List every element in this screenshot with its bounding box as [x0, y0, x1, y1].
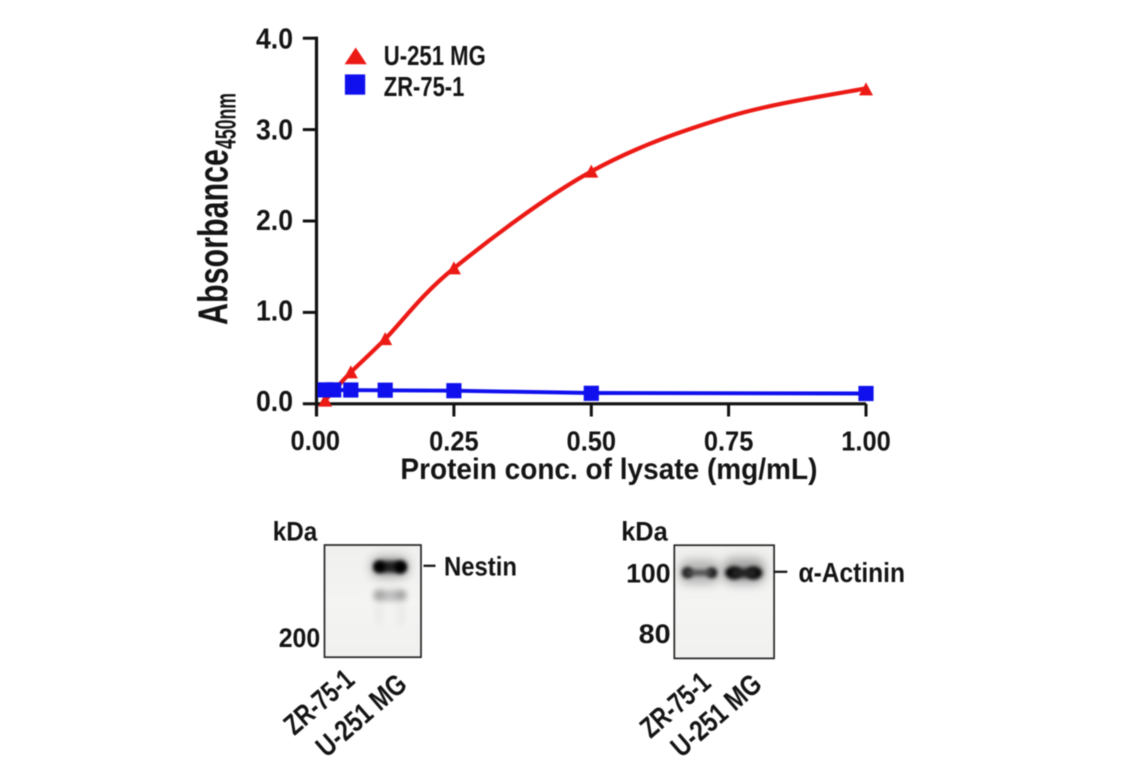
svg-text:100: 100 [626, 559, 671, 589]
svg-text:U-251 MG: U-251 MG [384, 40, 486, 71]
svg-text:80: 80 [639, 619, 671, 649]
svg-text:kDa: kDa [621, 516, 668, 546]
svg-text:kDa: kDa [273, 516, 318, 546]
svg-text:4.0: 4.0 [256, 24, 293, 56]
svg-text:Protein conc. of lysate (mg/mL: Protein conc. of lysate (mg/mL) [400, 453, 817, 486]
svg-text:0.25: 0.25 [429, 426, 479, 457]
svg-text:2.0: 2.0 [256, 205, 293, 237]
svg-text:200: 200 [279, 623, 321, 653]
svg-text:α-Actinin: α-Actinin [799, 557, 906, 588]
svg-text:Nestin: Nestin [444, 552, 517, 582]
svg-text:1.00: 1.00 [841, 426, 891, 457]
svg-text:1.0: 1.0 [256, 296, 293, 328]
svg-text:3.0: 3.0 [256, 114, 293, 146]
svg-text:ZR-75-1: ZR-75-1 [384, 71, 465, 102]
svg-text:0.0: 0.0 [256, 386, 293, 418]
svg-text:Absorbance450nm: Absorbance450nm [190, 93, 243, 325]
svg-text:0.50: 0.50 [567, 426, 617, 457]
svg-text:0.75: 0.75 [704, 426, 754, 457]
svg-text:0.00: 0.00 [291, 425, 341, 456]
